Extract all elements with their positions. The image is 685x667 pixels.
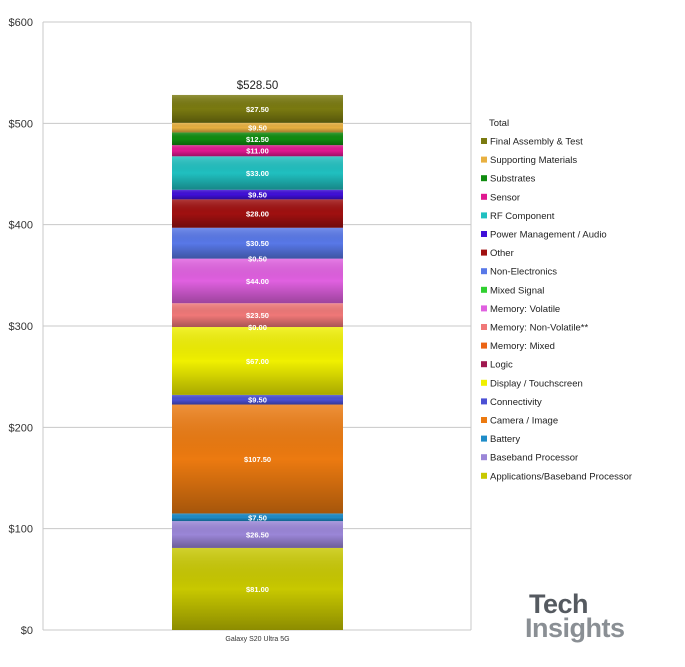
legend-swatch <box>481 324 487 330</box>
segment-value-label: $30.50 <box>246 239 269 248</box>
legend-swatch <box>481 175 487 182</box>
legend-entry-label: RF Component <box>490 211 555 222</box>
segment-value-label: $7.50 <box>248 513 267 522</box>
segment-labels: $81.00 $26.50 $7.50 $107.50 $9.50 $67.00 $0.00… <box>244 105 271 594</box>
bar-segment-shading <box>172 227 343 259</box>
legend-entry-label: Applications/Baseband Processor <box>490 471 632 482</box>
legend-entry-label: Other <box>490 248 514 259</box>
legend-entry-label: Supporting Materials <box>490 155 577 166</box>
segment-value-label: $23.50 <box>246 311 269 320</box>
techinsights-logo: Tech Insights <box>525 589 625 643</box>
segment-value-label: $107.50 <box>244 455 271 464</box>
legend-swatch <box>481 379 487 386</box>
segment-value-label: $0.50 <box>248 255 267 264</box>
bar-segment-shading <box>172 404 343 514</box>
bar-segment-shading <box>172 199 343 228</box>
segment-value-label: $44.00 <box>246 277 269 286</box>
y-tick-label: $200 <box>9 422 33 434</box>
legend-swatch <box>481 138 487 144</box>
y-tick-label: $600 <box>9 17 33 29</box>
logo-tech-text: Tech <box>529 589 588 619</box>
legend-entry-label: Display / Touchscreen <box>490 378 583 389</box>
segment-value-label: $12.50 <box>246 135 269 144</box>
segment-value-label: $28.00 <box>246 210 269 219</box>
segment-value-label: $27.50 <box>246 105 269 114</box>
legend-entry-label: Battery <box>490 434 520 445</box>
legend: Final Assembly & Test Supporting Material… <box>481 137 632 482</box>
legend-entry-label: Memory: Mixed <box>490 341 555 352</box>
segment-value-label: $26.50 <box>246 530 269 539</box>
legend-swatch <box>481 398 487 405</box>
segment-value-label: $81.00 <box>246 585 269 594</box>
bar-segment-shading <box>172 394 343 405</box>
segment-value-label: $9.50 <box>248 396 267 405</box>
legend-swatch <box>481 342 487 349</box>
y-tick-label: $400 <box>9 220 33 232</box>
legend-entry-label: Substrates <box>490 174 536 185</box>
segment-value-label: $67.00 <box>246 357 269 366</box>
legend-entry-label: Mixed Signal <box>490 285 544 296</box>
bar-segment-shading <box>172 132 343 146</box>
legend-entry-label: Power Management / Audio <box>490 230 607 241</box>
bar-segment-shading <box>172 521 343 548</box>
segment-value-label: $9.50 <box>248 124 267 133</box>
legend-swatch <box>481 231 487 237</box>
legend-swatch <box>481 454 487 461</box>
bar-segment-shading <box>172 303 343 328</box>
y-tick-label: $100 <box>9 524 33 536</box>
legend-swatch <box>481 305 487 312</box>
legend-entry-label: Final Assembly & Test <box>490 137 583 148</box>
bar-segment-shading <box>172 547 343 630</box>
legend-swatch <box>481 472 487 479</box>
y-tick-label: $500 <box>9 118 33 130</box>
legend-swatch <box>481 249 487 256</box>
legend-swatch <box>481 156 487 163</box>
legend-entry-label: Memory: Non-Volatile** <box>490 323 589 334</box>
legend-entry-label: Sensor <box>490 192 520 203</box>
legend-swatch <box>481 361 487 368</box>
legend-entry-label: Connectivity <box>490 397 542 408</box>
y-tick-label: $0 <box>21 625 33 637</box>
y-axis-ticks: $0 $100 $200 $300 $400 $500 $600 <box>9 17 33 637</box>
segment-value-label: $11.00 <box>246 147 269 156</box>
legend-swatch <box>481 212 487 219</box>
legend-swatch <box>481 286 487 293</box>
bar-segment-shading <box>172 145 343 157</box>
segment-value-label: $0.00 <box>248 323 267 332</box>
y-tick-label: $300 <box>9 321 33 333</box>
bar-segment-shading <box>172 327 343 395</box>
segment-value-label: $9.50 <box>248 191 267 200</box>
bar-segment-shading <box>172 122 343 133</box>
legend-entry-label: Non-Electronics <box>490 267 557 278</box>
total-value-label: $528.50 <box>237 80 279 92</box>
logo-insights-text: Insights <box>525 613 625 643</box>
legend-swatch <box>481 193 487 200</box>
legend-entry-label: Logic <box>490 360 513 371</box>
segment-value-label: $33.00 <box>246 169 269 178</box>
legend-title: Total <box>489 118 509 129</box>
bar-segment-shading <box>172 189 343 200</box>
bar-segment-shading <box>172 156 343 190</box>
bar-segment-shading <box>172 513 343 522</box>
bar-segment-shading <box>172 94 343 123</box>
legend-swatch <box>481 268 487 275</box>
bar-stack <box>172 94 343 630</box>
x-category-label: Galaxy S20 Ultra 5G <box>225 636 289 643</box>
legend-entry-label: Memory: Volatile <box>490 304 560 315</box>
legend-swatch <box>481 435 487 442</box>
legend-swatch <box>481 417 487 423</box>
bar-segment-shading <box>172 258 343 304</box>
legend-entry-label: Baseband Processor <box>490 453 578 464</box>
legend-entry-label: Camera / Image <box>490 416 558 427</box>
